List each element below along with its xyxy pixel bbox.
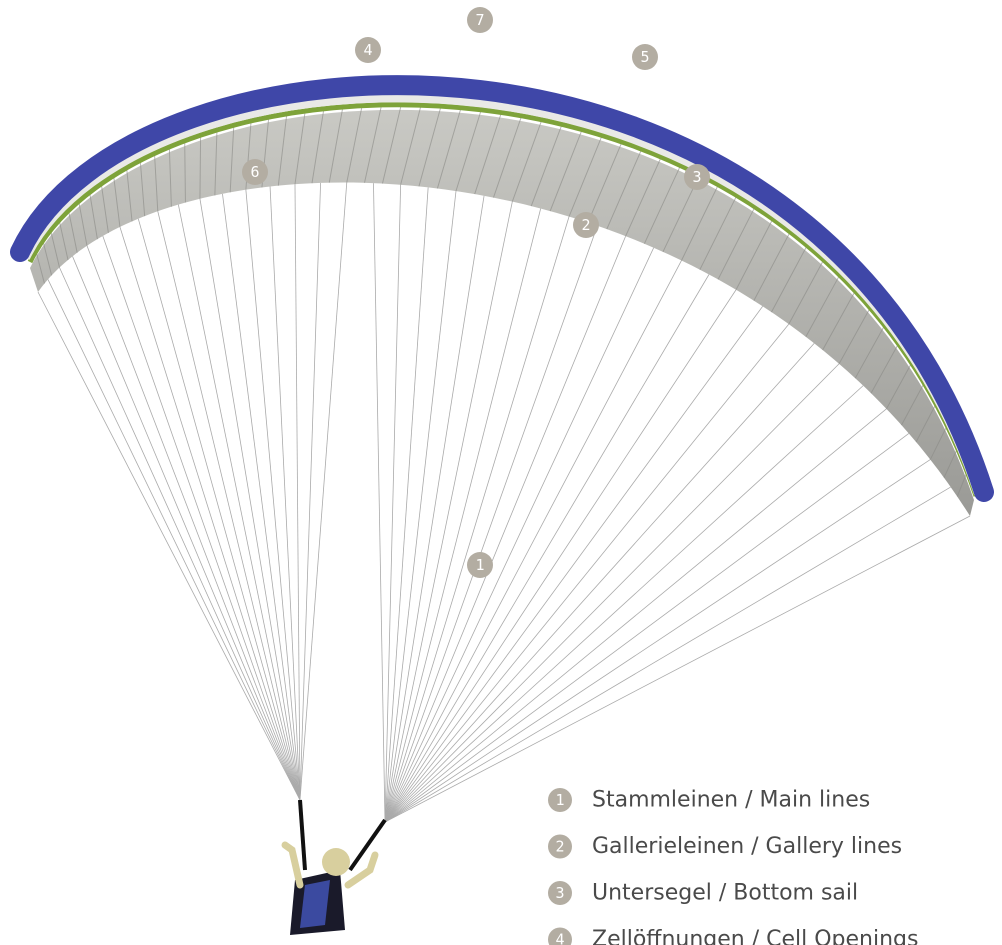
line	[385, 226, 597, 822]
line	[120, 227, 300, 800]
legend-number: 4	[555, 931, 564, 945]
line	[385, 185, 401, 822]
line	[385, 364, 839, 822]
marker-number: 6	[250, 163, 259, 181]
line	[385, 290, 736, 822]
marker-number: 5	[640, 48, 649, 66]
line	[87, 246, 300, 800]
legend-text: Untersegel / Bottom sail	[592, 881, 858, 906]
line	[385, 433, 909, 822]
marker-number: 1	[475, 556, 484, 574]
rib	[200, 135, 201, 199]
line	[385, 191, 456, 822]
line	[59, 268, 300, 800]
line	[385, 208, 541, 822]
line	[373, 183, 385, 822]
line	[385, 248, 654, 822]
legend-number: 2	[555, 838, 564, 856]
marker-number: 3	[692, 168, 701, 186]
line	[385, 460, 930, 822]
marker-number: 4	[363, 41, 372, 59]
line	[158, 211, 300, 800]
legend-text: Gallerieleinen / Gallery lines	[592, 834, 902, 859]
line	[385, 487, 951, 822]
pilot	[285, 800, 385, 935]
line	[385, 217, 569, 822]
line	[385, 306, 763, 822]
line	[385, 202, 512, 822]
legend: 1 Stammleinen / Main lines 2 Gallerieleinen…	[548, 788, 918, 945]
line	[300, 183, 321, 800]
line	[385, 409, 886, 822]
line	[385, 386, 863, 822]
line	[73, 256, 300, 800]
line	[222, 194, 300, 800]
line	[178, 205, 300, 800]
line	[385, 324, 789, 822]
legend-number: 1	[555, 791, 564, 809]
line	[246, 190, 300, 800]
line	[385, 274, 709, 822]
line	[38, 292, 300, 800]
bottom-sail	[30, 110, 974, 516]
legend-text: Stammleinen / Main lines	[592, 788, 870, 813]
line	[385, 236, 626, 822]
line	[300, 182, 347, 800]
legend-number: 3	[555, 884, 564, 902]
line	[48, 279, 300, 800]
marker-number: 2	[581, 216, 590, 234]
marker-number: 7	[475, 11, 484, 29]
line	[103, 236, 300, 800]
line	[385, 187, 428, 822]
legend-text: Zellöffnungen / Cell Openings	[592, 927, 918, 945]
paraglider-diagram: 7 4 5 6 3 2 1 1 Stammleinen / Main lines 2 Galler…	[0, 0, 1002, 945]
